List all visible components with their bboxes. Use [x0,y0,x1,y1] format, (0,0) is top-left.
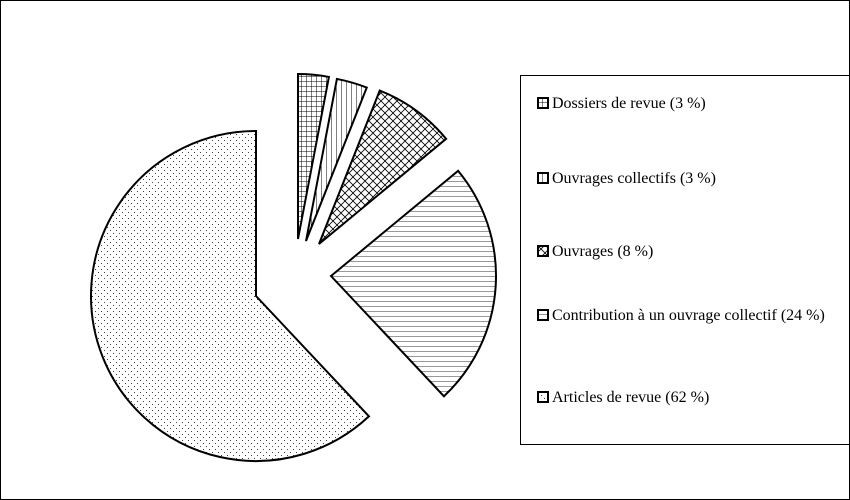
pie-slice [329,169,497,398]
legend: Dossiers de revue (3 %) Ouvrages collecti… [520,75,849,445]
legend-item: Articles de revue (62 %) [537,388,837,408]
legend-swatch [537,172,549,184]
pie-slice [90,129,371,462]
legend-item: Dossiers de revue (3 %) [537,94,837,114]
legend-swatch-box [537,97,549,109]
legend-item: Ouvrages (8 %) [537,242,837,262]
legend-swatch-box [537,172,549,184]
legend-label: Contribution à un ouvrage collectif (24 … [552,307,825,324]
legend-swatch-box [537,245,549,257]
legend-swatch [537,309,549,321]
legend-swatch [537,97,549,109]
legend-swatch-box [537,391,549,403]
legend-label: Dossiers de revue (3 %) [552,95,706,112]
legend-swatch [537,245,549,257]
pie-slice [305,77,369,242]
legend-label: Ouvrages collectifs (3 %) [552,170,716,187]
legend-swatch-box [537,309,549,321]
legend-label: Articles de revue (62 %) [552,389,710,406]
legend-swatch [537,391,549,403]
pie-slice [318,89,448,245]
legend-item: Contribution à un ouvrage collectif (24 … [537,306,837,326]
legend-label: Ouvrages (8 %) [552,243,654,260]
pie-slice [297,72,331,240]
legend-item: Ouvrages collectifs (3 %) [537,169,837,189]
